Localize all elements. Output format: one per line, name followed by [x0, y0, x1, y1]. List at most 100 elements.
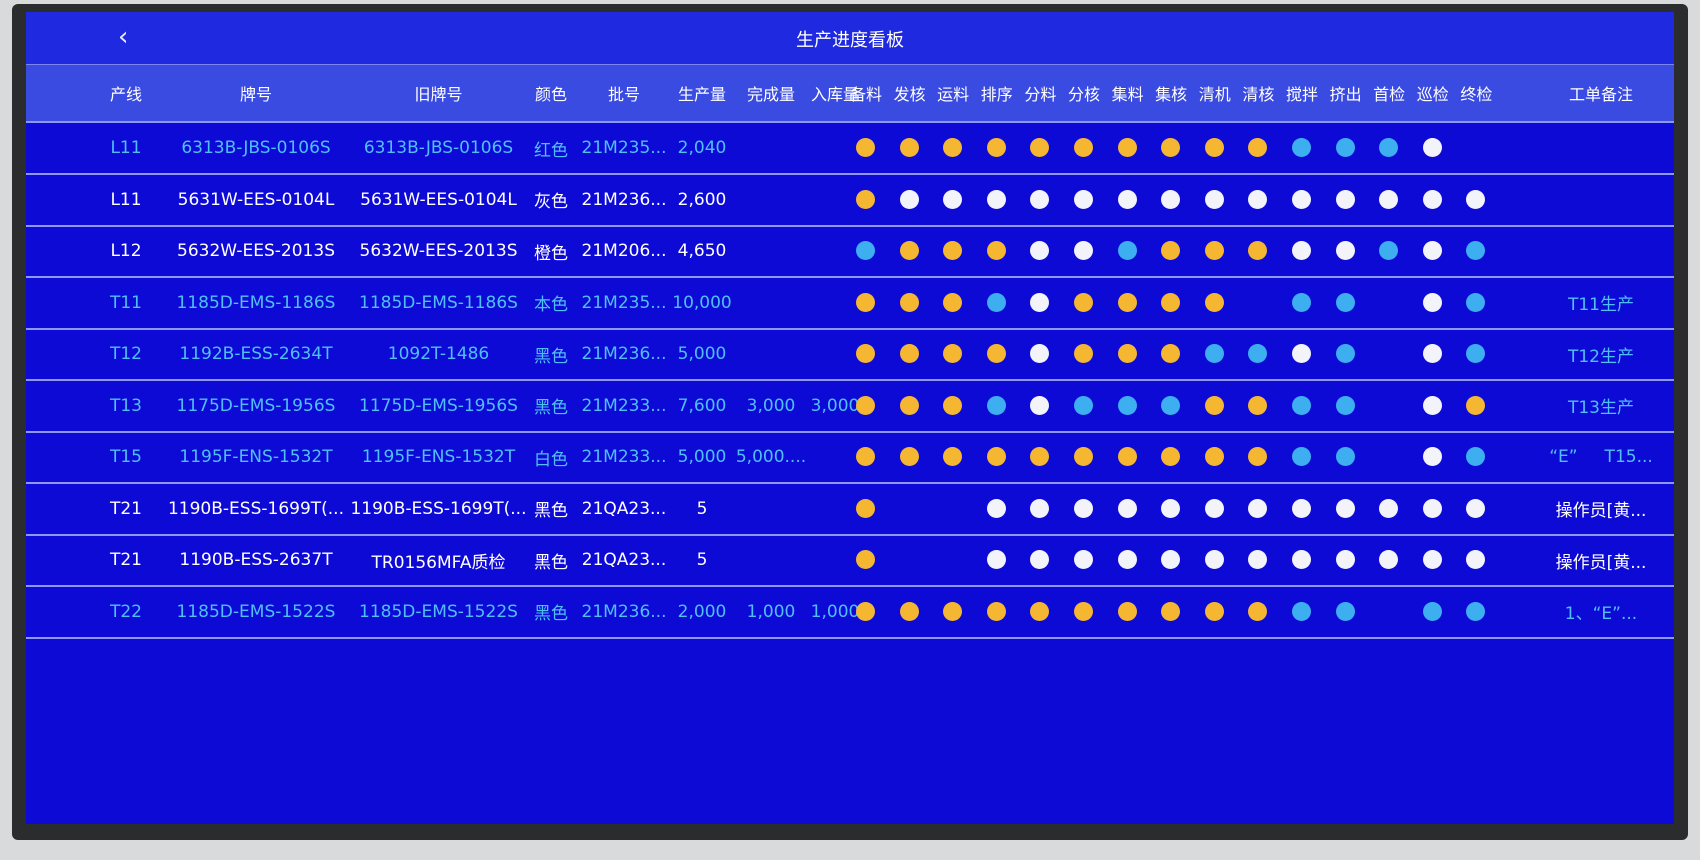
cell-old-code: 5632W-EES-2013S [359, 241, 518, 261]
status-dot-运料 [943, 241, 963, 260]
cell-done [738, 123, 804, 173]
status-dot-运料 [943, 189, 963, 209]
status-dot-清核 [1248, 601, 1268, 621]
table-row[interactable]: T21 1190B-ESS-1699T(... 1190B-ESS-1699T(..… [26, 484, 1674, 536]
header-note: 工单备注 [1568, 85, 1633, 104]
status-dot-清机 [1204, 447, 1224, 466]
table-row[interactable]: T11 1185D-EMS-1186S 1185D-EMS-1186S 本色 21M23… [26, 278, 1674, 330]
cell-note [1531, 226, 1671, 276]
status-dot-分核 [1074, 601, 1093, 621]
dashboard-screen: ‹ 生产进度看板 产线 牌号 旧牌号 颜色 批号 生产量 完成量 入库量 工单备… [26, 12, 1674, 824]
status-dot-清核 [1248, 447, 1268, 466]
status-dot-挤出 [1335, 241, 1355, 260]
status-dot-运料 [943, 395, 963, 415]
cell-done [738, 226, 804, 276]
status-dot-分核 [1074, 550, 1093, 569]
cell-qty: 2,000 [677, 601, 727, 622]
status-dot-首检 [1379, 241, 1399, 260]
status-dot-终检 [1466, 292, 1486, 312]
cell-old-code: 1092T-1486 [387, 344, 490, 364]
cell-qty: 5 [696, 550, 708, 570]
status-dot-排序 [986, 241, 1006, 260]
status-dot-发核 [899, 344, 919, 363]
status-dot-排序 [986, 601, 1006, 621]
cell-done: 5,000.... [735, 447, 807, 467]
status-dot-终检 [1466, 601, 1486, 621]
status-dot-集核 [1161, 138, 1181, 157]
cell-note: 1、“E”... [1564, 604, 1638, 624]
cell-batch: 21M236... [581, 344, 667, 364]
cell-color: 黑色 [534, 552, 568, 573]
status-dot-分核 [1074, 344, 1093, 363]
cell-color: 黑色 [534, 398, 568, 418]
status-dot-分料 [1030, 601, 1050, 621]
status-dot-挤出 [1335, 138, 1355, 157]
cell-old-code: 1185D-EMS-1522S [359, 601, 518, 622]
status-dot-清机 [1204, 138, 1224, 157]
status-dot-清核 [1248, 344, 1268, 363]
status-dot-搅拌 [1292, 395, 1311, 415]
status-dot-发核 [899, 241, 919, 260]
status-dot-终检 [1466, 344, 1486, 363]
status-dot-巡检 [1422, 138, 1442, 157]
header-old-code: 旧牌号 [414, 85, 463, 104]
cell-batch: 21M233... [581, 395, 667, 416]
status-dot-集料 [1117, 292, 1137, 312]
cell-done: 3,000 [746, 395, 796, 416]
cell-batch: 21QA23... [581, 498, 667, 519]
status-dot-分核 [1074, 138, 1093, 157]
table-row[interactable]: L11 6313B-JBS-0106S 6313B-JBS-0106S 红色 21M23… [26, 123, 1674, 175]
cell-batch: 21M236... [581, 601, 667, 622]
table-row[interactable]: T13 1175D-EMS-1956S 1175D-EMS-1956S 黑色 21M23… [26, 381, 1674, 433]
status-dot-集核 [1161, 292, 1181, 312]
cell-note: T11生产 [1567, 295, 1635, 315]
chevron-left-icon[interactable]: ‹ [118, 22, 129, 52]
table-row[interactable]: L11 5631W-EES-0104L 5631W-EES-0104L 灰色 21M23… [26, 175, 1674, 227]
cell-done [738, 278, 804, 328]
cell-batch: 21M236... [581, 189, 667, 210]
cell-line: T15 [109, 447, 143, 467]
status-dot-运料 [943, 601, 963, 621]
cell-old-code: 1190B-ESS-1699T(... [350, 498, 527, 519]
status-dot-终检 [1466, 550, 1486, 569]
status-dot-发核 [899, 601, 919, 621]
status-dot-集核 [1161, 241, 1181, 260]
page-title: 生产进度看板 [796, 30, 904, 51]
status-dot-搅拌 [1292, 601, 1311, 621]
cell-qty: 5,000 [677, 344, 727, 364]
status-dot-集料 [1117, 138, 1137, 157]
status-dot-备料 [856, 138, 875, 157]
status-dot-分料 [1030, 447, 1050, 466]
status-dot-发核 [899, 447, 919, 466]
table-row[interactable]: T22 1185D-EMS-1522S 1185D-EMS-1522S 黑色 21M23… [26, 587, 1674, 639]
status-dot-集核 [1161, 498, 1181, 518]
status-dot-集料 [1117, 395, 1137, 415]
header-stage: 分料 [1024, 85, 1057, 104]
status-dot-分核 [1074, 447, 1093, 466]
table-row[interactable]: T21 1190B-ESS-2637T TR0156MFA质检 黑色 21QA23...… [26, 535, 1674, 587]
status-dot-挤出 [1335, 447, 1355, 466]
table-row[interactable]: T12 1192B-ESS-2634T 1092T-1486 黑色 21M236... 5… [26, 329, 1674, 381]
status-dot-集核 [1161, 550, 1181, 569]
status-dot-运料 [943, 447, 963, 466]
status-dot-集核 [1161, 189, 1181, 209]
cell-code: 1192B-ESS-2634T [179, 344, 333, 364]
cell-color: 灰色 [534, 192, 568, 212]
status-dot-运料 [943, 292, 963, 312]
header-stage: 集核 [1155, 85, 1188, 104]
status-dot-清机 [1204, 344, 1224, 363]
status-dot-排序 [986, 395, 1006, 415]
status-dot-排序 [986, 550, 1006, 569]
table-row[interactable]: T15 1195F-ENS-1532T 1195F-ENS-1532T 白色 21M23… [26, 432, 1674, 484]
cell-line: L12 [110, 241, 142, 261]
cell-done [738, 175, 804, 225]
title-bar: ‹ 生产进度看板 [26, 12, 1674, 65]
status-dot-集核 [1161, 395, 1181, 415]
status-dot-挤出 [1335, 395, 1355, 415]
status-dot-搅拌 [1292, 292, 1311, 312]
table-row[interactable]: L12 5632W-EES-2013S 5632W-EES-2013S 橙色 21M20… [26, 226, 1674, 278]
cell-done: 1,000 [746, 601, 796, 622]
status-dot-终检 [1466, 395, 1486, 415]
header-line: 产线 [109, 85, 142, 104]
status-dot-挤出 [1335, 189, 1355, 209]
